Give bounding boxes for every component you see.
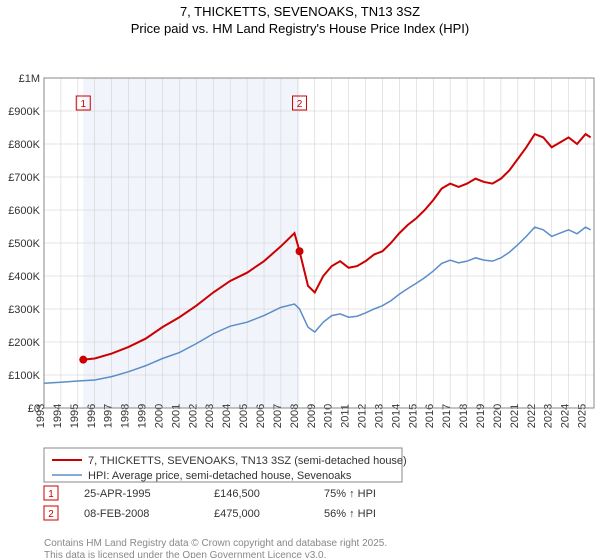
x-tick-label: 2021 — [509, 404, 521, 428]
x-tick-label: 2018 — [458, 404, 470, 428]
marker-label: 1 — [80, 99, 86, 110]
x-tick-label: 2013 — [373, 404, 385, 428]
legend-label: 7, THICKETTS, SEVENOAKS, TN13 3SZ (semi-… — [88, 455, 407, 467]
x-tick-label: 1997 — [103, 404, 115, 428]
footer-line2: This data is licensed under the Open Gov… — [44, 550, 326, 558]
y-tick-label: £900K — [8, 106, 40, 118]
chart-title: 7, THICKETTS, SEVENOAKS, TN13 3SZ Price … — [0, 0, 600, 38]
x-tick-label: 2023 — [543, 404, 555, 428]
transaction-marker-label: 1 — [48, 489, 54, 500]
x-tick-label: 1999 — [137, 404, 149, 428]
x-tick-label: 1998 — [120, 404, 132, 428]
y-tick-label: £500K — [8, 238, 40, 250]
x-tick-label: 2012 — [357, 404, 369, 428]
y-tick-label: £700K — [8, 172, 40, 184]
transaction-change: 75% ↑ HPI — [324, 488, 376, 500]
x-tick-label: 2016 — [424, 404, 436, 428]
x-tick-label: 2017 — [441, 404, 453, 428]
chart-container: 7, THICKETTS, SEVENOAKS, TN13 3SZ Price … — [0, 0, 600, 560]
y-tick-label: £200K — [8, 337, 40, 349]
x-tick-label: 1996 — [86, 404, 98, 428]
y-tick-label: £100K — [8, 370, 40, 382]
x-tick-label: 2014 — [390, 404, 402, 428]
y-tick-label: £1M — [19, 73, 40, 85]
marker-dot — [296, 247, 304, 255]
legend-label: HPI: Average price, semi-detached house,… — [88, 470, 352, 482]
x-tick-label: 2001 — [170, 404, 182, 428]
transaction-date: 08-FEB-2008 — [84, 508, 149, 520]
transaction-marker-label: 2 — [48, 509, 54, 520]
transaction-date: 25-APR-1995 — [84, 488, 151, 500]
transaction-price: £475,000 — [214, 508, 260, 520]
x-tick-label: 2009 — [306, 404, 318, 428]
chart-svg: £0£100K£200K£300K£400K£500K£600K£700K£80… — [0, 38, 600, 558]
x-tick-label: 2000 — [153, 404, 165, 428]
x-tick-label: 2003 — [204, 404, 216, 428]
x-tick-label: 2024 — [560, 404, 572, 428]
transaction-price: £146,500 — [214, 488, 260, 500]
y-tick-label: £800K — [8, 139, 40, 151]
x-tick-label: 2007 — [272, 404, 284, 428]
x-tick-label: 1995 — [69, 404, 81, 428]
y-tick-label: £300K — [8, 304, 40, 316]
x-tick-label: 2002 — [187, 404, 199, 428]
x-tick-label: 2022 — [526, 404, 538, 428]
y-tick-label: £600K — [8, 205, 40, 217]
x-tick-label: 2010 — [323, 404, 335, 428]
x-tick-label: 1994 — [52, 404, 64, 428]
transaction-change: 56% ↑ HPI — [324, 508, 376, 520]
x-tick-label: 2019 — [475, 404, 487, 428]
x-tick-label: 2020 — [492, 404, 504, 428]
marker-dot — [79, 355, 87, 363]
x-tick-label: 1993 — [35, 404, 47, 428]
x-tick-label: 2006 — [255, 404, 267, 428]
marker-label: 2 — [297, 99, 303, 110]
x-tick-label: 2015 — [407, 404, 419, 428]
x-tick-label: 2025 — [577, 404, 589, 428]
title-line1: 7, THICKETTS, SEVENOAKS, TN13 3SZ — [180, 4, 420, 19]
y-tick-label: £400K — [8, 271, 40, 283]
footer-line1: Contains HM Land Registry data © Crown c… — [44, 538, 387, 549]
x-tick-label: 2004 — [221, 404, 233, 428]
x-tick-label: 2008 — [289, 404, 301, 428]
title-line2: Price paid vs. HM Land Registry's House … — [131, 21, 469, 36]
x-tick-label: 2005 — [238, 404, 250, 428]
